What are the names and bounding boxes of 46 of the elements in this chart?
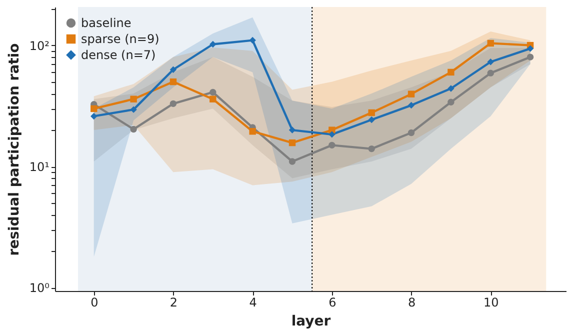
x-tick-label: 0	[90, 296, 98, 310]
point	[249, 36, 256, 44]
point	[170, 78, 177, 86]
point	[130, 126, 137, 133]
x-tick-label: 10	[483, 296, 499, 310]
y-tick-label: 10¹	[29, 160, 50, 174]
point	[368, 109, 375, 116]
point	[210, 96, 216, 102]
point	[130, 96, 137, 102]
point	[526, 45, 534, 52]
point	[368, 116, 375, 124]
y-tick-label: 10⁰	[29, 281, 50, 296]
point	[90, 105, 98, 112]
point	[487, 70, 494, 76]
legend-label: dense (n=7)	[81, 48, 156, 62]
point	[90, 112, 98, 120]
point	[408, 90, 415, 98]
point	[448, 98, 454, 106]
x-tick-label: 2	[170, 296, 178, 310]
point	[328, 131, 336, 138]
point	[288, 139, 296, 146]
point	[170, 66, 177, 73]
point	[288, 126, 296, 134]
y-axis-title: residual participation ratio	[6, 42, 22, 256]
legend-label: baseline	[81, 16, 132, 30]
point	[210, 88, 216, 96]
point	[368, 145, 375, 152]
point	[408, 102, 415, 109]
legend-label: sparse (n=9)	[81, 32, 160, 46]
y-tick-label: 10²	[29, 38, 50, 53]
x-tick-label: 6	[328, 296, 336, 310]
point	[487, 58, 494, 66]
point	[130, 106, 137, 113]
point	[408, 129, 415, 136]
point	[328, 142, 336, 149]
point	[448, 85, 454, 92]
x-tick-label: 4	[249, 296, 257, 310]
point	[487, 40, 494, 47]
point	[249, 128, 256, 135]
x-tick-label: 8	[408, 296, 416, 310]
point	[210, 40, 216, 48]
point	[526, 54, 534, 60]
x-axis-title: layer	[291, 314, 331, 330]
point	[288, 158, 296, 165]
point	[170, 100, 177, 108]
point	[448, 68, 454, 76]
